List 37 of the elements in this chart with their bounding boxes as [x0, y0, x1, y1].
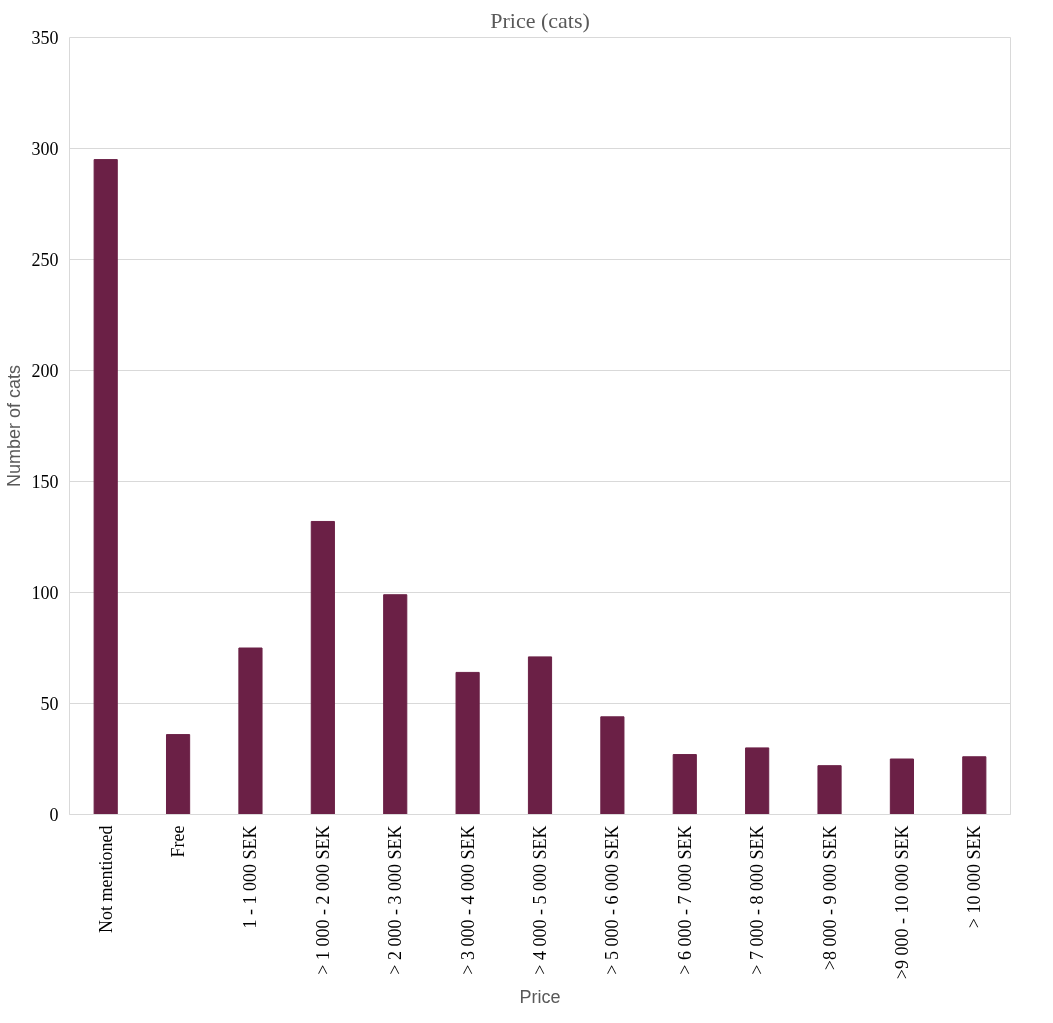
- bar: [166, 734, 191, 815]
- x-tick-label: > 5 000 - 6 000 SEK: [602, 825, 623, 975]
- y-tick-label: 200: [31, 361, 59, 381]
- bar: [238, 647, 263, 815]
- x-tick-label: Free: [168, 825, 189, 858]
- x-axis-title: Price: [519, 987, 561, 1008]
- x-tick-label: Not mentioned: [95, 825, 116, 933]
- bar: [527, 656, 553, 815]
- bar: [455, 671, 480, 815]
- x-tick-label: > 6 000 - 7 000 SEK: [674, 825, 695, 975]
- x-tick-label: >9 000 - 10 000 SEK: [891, 825, 912, 980]
- y-tick-label: 50: [40, 694, 59, 714]
- bar: [93, 159, 118, 815]
- x-tick-label: > 7 000 - 8 000 SEK: [747, 825, 768, 975]
- y-tick-label: 100: [31, 583, 59, 603]
- y-tick-label: 0: [49, 805, 59, 825]
- bar: [817, 765, 842, 815]
- x-tick-label: > 10 000 SEK: [964, 825, 985, 929]
- y-tick-label: 350: [31, 28, 59, 48]
- y-tick-label: 250: [31, 250, 59, 270]
- y-tick-label: 300: [31, 139, 59, 159]
- bar: [745, 747, 770, 815]
- x-tick-label: > 4 000 - 5 000 SEK: [530, 825, 550, 975]
- x-tick-label: > 1 000 - 2 000 SEK: [312, 825, 333, 975]
- bar: [383, 594, 408, 815]
- bar: [889, 758, 914, 815]
- bar: [962, 756, 987, 815]
- x-tick-label: > 3 000 - 4 000 SEK: [457, 825, 478, 975]
- bar: [600, 716, 625, 815]
- bar: [310, 520, 335, 815]
- y-axis-title: Number of cats: [3, 364, 24, 488]
- bar: [672, 754, 697, 815]
- x-tick-label: > 2 000 - 3 000 SEK: [385, 825, 406, 975]
- y-tick-label: 150: [31, 472, 59, 492]
- x-tick-label: >8 000 - 9 000 SEK: [819, 825, 840, 971]
- chart-title: Price (cats): [490, 7, 590, 33]
- x-tick-label: 1 - 1 000 SEK: [240, 825, 261, 929]
